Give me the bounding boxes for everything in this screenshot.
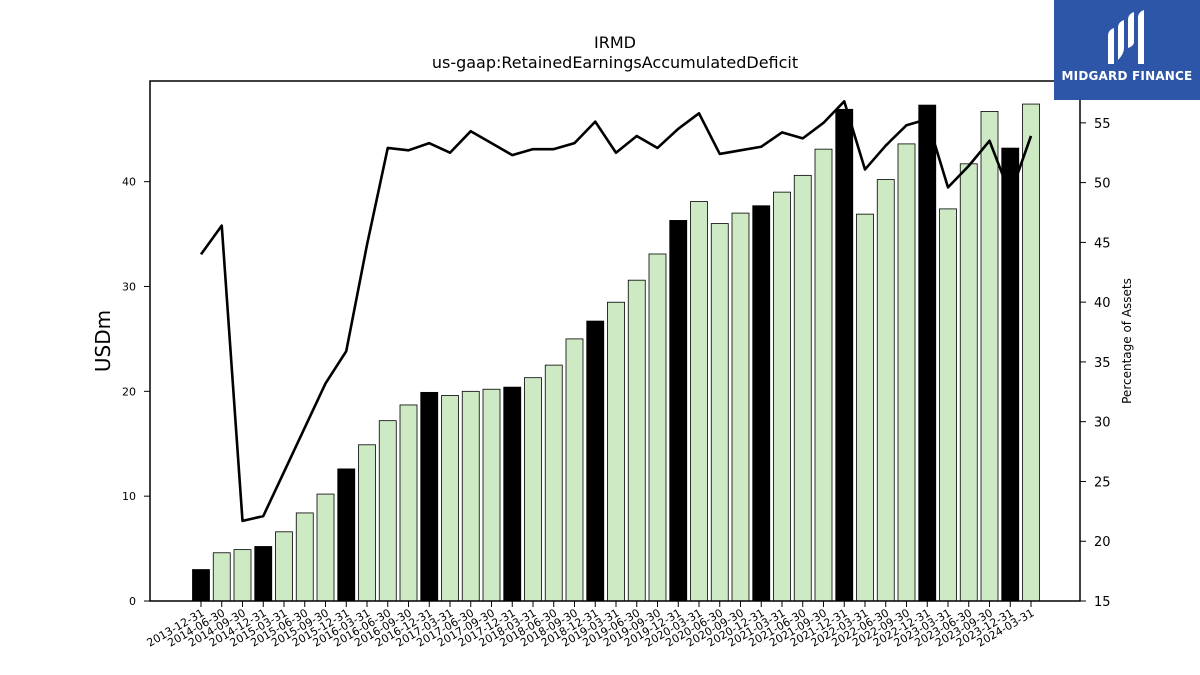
y-tick-label: 40 [122,176,136,189]
bar-2014-12-31 [254,546,273,602]
bar-2020-12-31 [752,205,771,602]
bar-2019-06-30 [627,279,646,602]
midgard-logo-icon [1108,10,1144,64]
bars-group [192,103,1040,602]
bar-2018-03-31 [524,377,542,602]
bar-2022-06-30 [876,179,895,602]
y-tick-label: 20 [122,385,136,398]
plot-frame [149,80,1081,602]
bar-2017-09-30 [482,388,501,602]
bar-2016-03-31 [358,444,376,602]
bar-2023-06-30 [959,163,978,602]
y-tick-label: 30 [122,280,136,293]
bar-2019-09-30 [648,253,667,602]
y2-tick-label: 50 [1094,177,1111,192]
bar-2017-03-31 [441,395,459,602]
bar-2018-09-30 [565,338,584,602]
bar-2015-09-30 [316,493,335,602]
x-axis: 2013-12-312014-06-302014-09-302014-12-31… [145,601,1037,650]
y2-axis-label: Percentage of Assets [1120,278,1134,404]
bar-2021-12-31 [835,108,854,602]
bar-2021-09-30 [814,148,833,602]
bar-2019-12-31 [669,220,688,602]
bar-2018-06-30 [544,364,563,602]
bar-2020-03-31 [690,201,708,602]
bar-2021-03-31 [773,191,791,602]
bar-2017-06-30 [461,390,480,602]
bar-2024-03-31 [1022,103,1040,602]
brand-logo: MIDGARD FINANCE [1054,0,1200,100]
y2-tick-label: 40 [1094,296,1111,311]
bar-2013-12-31 [192,569,210,602]
bar-2023-12-31 [1001,147,1020,602]
bar-2014-06-30 [212,552,231,602]
bar-2015-12-31 [337,468,356,602]
y2-tick-label: 35 [1094,356,1111,371]
y2-tick-label: 30 [1094,416,1111,431]
y2-tick-label: 25 [1094,475,1111,490]
y-axis-right: 15 20 25 30 35 40 45 50 55 [1080,117,1111,610]
bar-2022-09-30 [897,143,916,602]
bar-2018-12-31 [586,320,605,602]
bar-2017-12-31 [503,386,522,602]
y2-tick-label: 20 [1094,535,1111,550]
y2-tick-label: 15 [1094,595,1111,610]
chart-title: IRMD [594,33,636,52]
bar-2020-09-30 [731,212,750,602]
bar-2022-03-31 [856,213,874,602]
y-axis-label: USDm [91,310,115,372]
y2-tick-label: 55 [1094,117,1111,132]
bar-2016-06-30 [378,420,397,602]
chart-subtitle: us-gaap:RetainedEarningsAccumulatedDefic… [432,53,798,72]
percentage-of-assets-line [199,100,1033,523]
bar-2020-06-30 [710,223,729,602]
bar-2023-03-31 [939,208,957,602]
bar-2019-03-31 [607,301,625,602]
y-axis-left: 0 10 20 30 40 [122,176,150,608]
bar-2023-09-30 [980,111,999,602]
line-group [199,100,1033,523]
bar-2014-09-30 [233,549,252,602]
y2-tick-label: 45 [1094,236,1111,251]
bar-2021-06-30 [793,174,812,602]
bar-2015-03-31 [275,531,293,602]
y-tick-label: 10 [122,490,136,503]
bar-2015-06-30 [295,512,314,602]
bar-2016-09-30 [399,404,418,602]
bar-2022-12-31 [918,104,937,602]
bar-2016-12-31 [420,391,439,602]
brand-name: MIDGARD FINANCE [1061,69,1193,83]
y-tick-label: 0 [129,595,136,608]
